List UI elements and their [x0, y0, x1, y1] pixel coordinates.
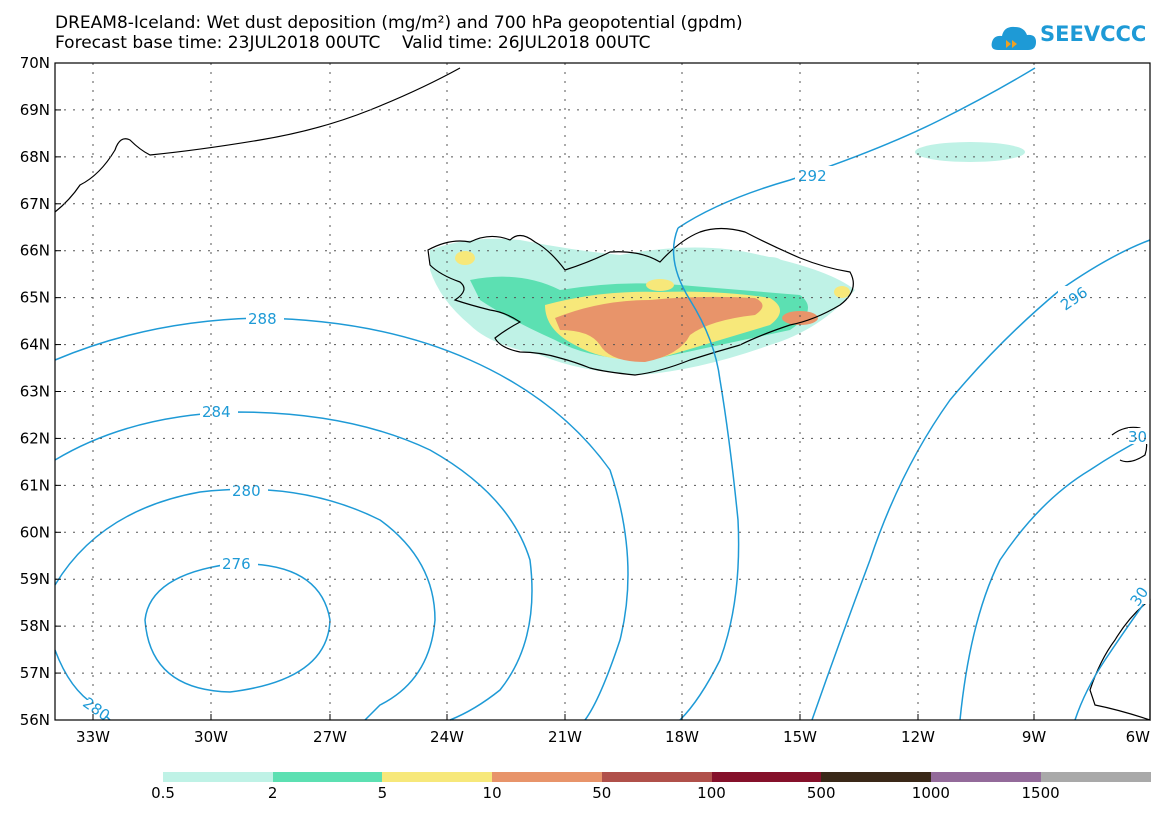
- lon-label: 12W: [901, 728, 935, 746]
- iceland-coast: [427, 227, 854, 376]
- longitude-labels: 33W 30W 27W 24W 21W 18W 15W 12W 9W 6W: [76, 728, 1150, 746]
- lon-label: 15W: [783, 728, 817, 746]
- contour-label-292: 292: [798, 167, 827, 185]
- legend-label: 5: [377, 784, 388, 802]
- lon-label: 30W: [194, 728, 228, 746]
- lon-label: 24W: [430, 728, 464, 746]
- latitude-labels: 70N 69N 68N 67N 66N 65N 64N 63N 62N 61N 60N 59N 58N 5…: [20, 54, 50, 729]
- contour-labels: 292 296 288 284 280 276 280 30 30: [79, 166, 1152, 725]
- coastlines: [54, 67, 1151, 721]
- lat-label: 70N: [20, 54, 50, 72]
- legend-swatch: [711, 772, 822, 782]
- contour-276: [144, 563, 331, 693]
- map-frame: [54, 62, 1151, 721]
- legend-swatch: [163, 772, 274, 782]
- legend-swatch: [1040, 772, 1151, 782]
- contour-304: [1074, 594, 1151, 721]
- contour-296: [811, 239, 1151, 721]
- scotland-coast: [1089, 598, 1151, 721]
- lat-label: 64N: [20, 336, 50, 354]
- lat-label: 56N: [20, 711, 50, 729]
- lon-label: 33W: [76, 728, 110, 746]
- legend-swatch: [930, 772, 1042, 782]
- lat-label: 60N: [20, 523, 50, 541]
- lon-label: 6W: [1126, 728, 1151, 746]
- contour-292: [677, 67, 1036, 229]
- lat-label: 67N: [20, 195, 50, 213]
- contour-292-south: [672, 227, 740, 721]
- legend-swatch: [601, 772, 712, 782]
- legend-label: 100: [697, 784, 726, 802]
- legend-swatch: [272, 772, 383, 782]
- contour-280: [54, 488, 436, 721]
- contour-label-280: 280: [232, 482, 261, 500]
- legend-label: 0.5: [151, 784, 175, 802]
- lat-label: 65N: [20, 289, 50, 307]
- legend-swatch: [492, 772, 603, 782]
- lat-lon-grid: [55, 62, 1151, 721]
- legend-swatch: [821, 772, 932, 782]
- legend-label: 1000: [911, 784, 950, 802]
- greenland-coast: [54, 67, 461, 213]
- legend-swatch: [382, 772, 493, 782]
- contour-label-276: 276: [222, 555, 251, 573]
- contour-label-284: 284: [202, 403, 231, 421]
- lat-label: 66N: [20, 242, 50, 260]
- legend-label: 1500: [1021, 784, 1060, 802]
- lat-label: 62N: [20, 429, 50, 447]
- legend-label: 2: [267, 784, 278, 802]
- lat-label: 63N: [20, 383, 50, 401]
- lon-label: 9W: [1022, 728, 1047, 746]
- contour-300: [959, 434, 1151, 721]
- geopotential-contours: [54, 67, 1151, 721]
- lon-label: 27W: [313, 728, 347, 746]
- legend-label: 10: [482, 784, 502, 802]
- lat-label: 68N: [20, 148, 50, 166]
- lat-label: 69N: [20, 101, 50, 119]
- map-title-line2: Forecast base time: 23JUL2018 00UTC Vali…: [55, 33, 651, 53]
- legend-label: 50: [592, 784, 612, 802]
- dust-deposition-shading: [430, 142, 1025, 375]
- cloud-logo-icon: [991, 26, 1036, 50]
- lat-label: 57N: [20, 664, 50, 682]
- map-title-line1: DREAM8-Iceland: Wet dust deposition (mg/…: [55, 13, 743, 33]
- lat-label: 58N: [20, 617, 50, 635]
- lon-label: 18W: [665, 728, 699, 746]
- lat-label: 59N: [20, 570, 50, 588]
- contour-label-288: 288: [248, 310, 277, 328]
- seevccc-logo-text: SEEVCCC: [1040, 22, 1147, 46]
- contour-label-304: 30: [1127, 584, 1153, 610]
- contour-label-300: 30: [1128, 428, 1147, 446]
- lon-label: 21W: [548, 728, 582, 746]
- lat-label: 61N: [20, 476, 50, 494]
- legend-label: 500: [806, 784, 836, 802]
- contour-284: [54, 411, 533, 721]
- contour-288: [54, 317, 629, 721]
